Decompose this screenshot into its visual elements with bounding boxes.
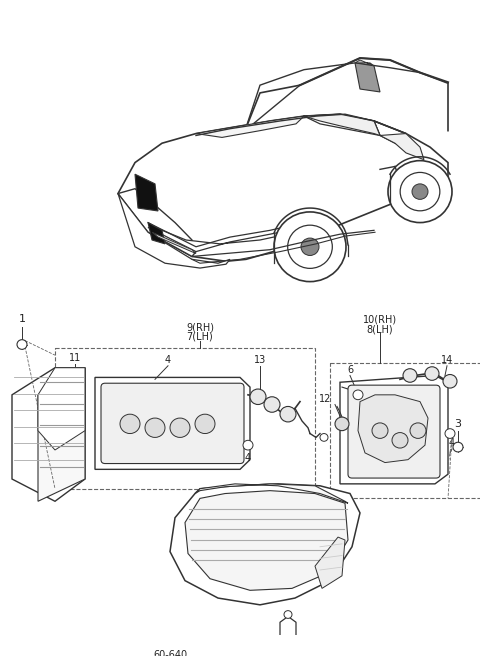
Circle shape [250, 389, 266, 405]
Text: 8(LH): 8(LH) [367, 324, 393, 334]
Polygon shape [315, 537, 345, 588]
Circle shape [17, 340, 27, 350]
Polygon shape [210, 638, 375, 656]
Circle shape [392, 432, 408, 448]
Circle shape [445, 429, 455, 438]
Polygon shape [380, 134, 424, 159]
Circle shape [412, 184, 428, 199]
Circle shape [353, 390, 363, 400]
Circle shape [372, 423, 388, 438]
Text: 12: 12 [319, 394, 331, 403]
Polygon shape [304, 114, 380, 136]
Text: 10(RH): 10(RH) [363, 314, 397, 324]
Polygon shape [152, 232, 196, 254]
Polygon shape [340, 375, 448, 484]
Circle shape [280, 407, 296, 422]
Text: 4: 4 [165, 355, 171, 365]
FancyBboxPatch shape [101, 383, 244, 464]
Circle shape [264, 397, 280, 412]
Circle shape [120, 414, 140, 434]
Polygon shape [12, 368, 85, 501]
Polygon shape [118, 114, 448, 261]
Circle shape [284, 611, 292, 619]
Circle shape [274, 212, 346, 281]
Circle shape [400, 173, 440, 211]
Text: 4: 4 [165, 426, 171, 436]
Bar [330, 363, 480, 499]
Text: 3: 3 [455, 419, 461, 429]
Polygon shape [38, 368, 85, 450]
Polygon shape [148, 222, 165, 244]
Circle shape [425, 367, 439, 380]
Polygon shape [195, 484, 348, 503]
Circle shape [453, 442, 463, 452]
Bar [55, 348, 315, 489]
FancyBboxPatch shape [348, 385, 440, 478]
Circle shape [195, 414, 215, 434]
Polygon shape [355, 63, 380, 92]
Polygon shape [196, 116, 304, 137]
Polygon shape [185, 491, 348, 590]
Circle shape [388, 161, 452, 222]
Text: 5: 5 [338, 432, 344, 442]
Polygon shape [95, 377, 250, 469]
Text: 7(LH): 7(LH) [187, 332, 214, 342]
Polygon shape [118, 194, 230, 268]
Polygon shape [358, 395, 428, 462]
Polygon shape [135, 174, 158, 211]
Polygon shape [118, 189, 196, 256]
Circle shape [359, 655, 365, 656]
Polygon shape [245, 58, 420, 131]
Text: 4: 4 [245, 453, 251, 462]
Circle shape [145, 418, 165, 438]
Text: 60-640: 60-640 [153, 650, 187, 656]
Polygon shape [355, 60, 374, 66]
Text: 9(RH): 9(RH) [186, 322, 214, 332]
Text: 13: 13 [254, 355, 266, 365]
Circle shape [403, 369, 417, 382]
Polygon shape [210, 638, 375, 656]
Text: 11: 11 [69, 353, 81, 363]
Circle shape [410, 423, 426, 438]
Text: 4: 4 [449, 438, 455, 448]
Text: 6: 6 [347, 365, 353, 375]
Polygon shape [148, 228, 304, 252]
Text: 1: 1 [19, 314, 25, 324]
Circle shape [301, 238, 319, 255]
Circle shape [288, 225, 332, 268]
Circle shape [443, 375, 457, 388]
Polygon shape [38, 368, 85, 501]
Polygon shape [170, 484, 360, 605]
Circle shape [335, 417, 349, 430]
Text: 14: 14 [441, 355, 453, 365]
Circle shape [243, 440, 253, 450]
Circle shape [320, 434, 328, 441]
Circle shape [191, 652, 197, 656]
Circle shape [170, 418, 190, 438]
